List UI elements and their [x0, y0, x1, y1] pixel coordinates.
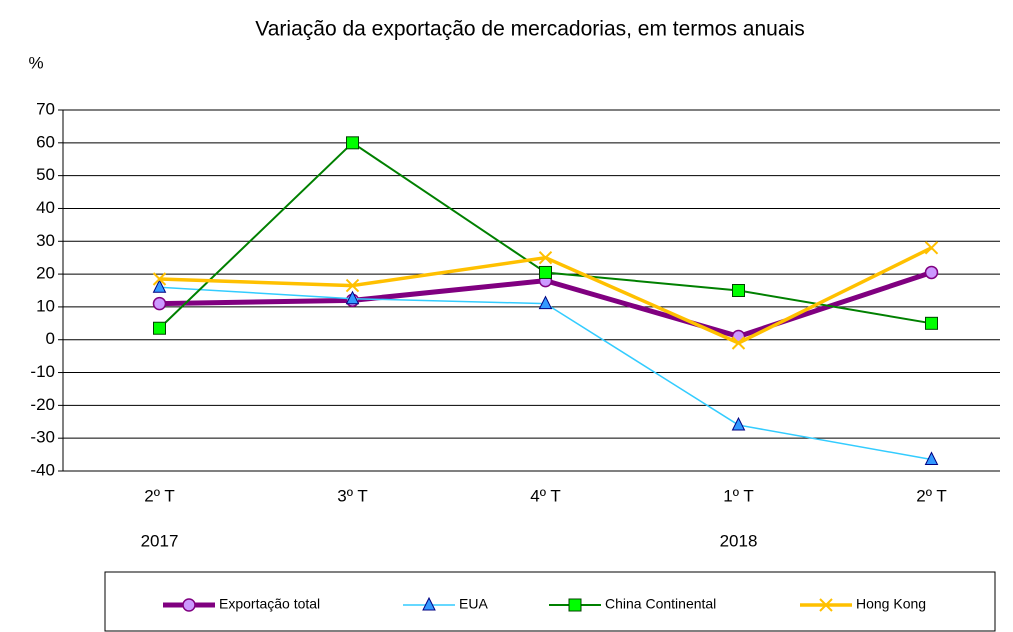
series-line — [159, 246, 933, 345]
legend-entry: Hong Kong — [800, 596, 926, 612]
year-label: 2018 — [720, 531, 758, 550]
marker — [182, 598, 196, 612]
legend-entry: EUA — [403, 596, 488, 612]
x-tick-label: 3º T — [337, 486, 367, 505]
marker — [538, 250, 553, 265]
marker — [732, 284, 745, 297]
marker — [153, 321, 166, 335]
legend-label: EUA — [459, 596, 488, 612]
marker — [538, 295, 553, 310]
y-tick-label: 70 — [36, 99, 55, 118]
legend-label: Hong Kong — [856, 596, 926, 612]
y-tick-label: 20 — [36, 264, 55, 283]
marker — [346, 136, 359, 150]
marker — [345, 290, 360, 305]
y-tick-label: -10 — [30, 362, 55, 381]
y-tick-label: 0 — [46, 329, 55, 348]
year-label: 2017 — [141, 531, 179, 550]
marker — [152, 296, 167, 311]
y-tick-label: -30 — [30, 428, 55, 447]
marker — [925, 316, 938, 330]
y-tick-label: -20 — [30, 395, 55, 414]
x-tick-label: 1º T — [723, 486, 753, 505]
y-tick-label: 10 — [36, 296, 55, 315]
marker — [819, 598, 833, 612]
marker — [731, 336, 746, 350]
marker — [539, 265, 552, 279]
y-tick-label: 50 — [36, 165, 55, 184]
legend-label: China Continental — [605, 596, 716, 612]
y-tick-label: 30 — [36, 231, 55, 250]
marker — [345, 278, 360, 293]
marker — [152, 272, 167, 286]
x-tick-label: 2º T — [144, 486, 174, 505]
legend-box — [104, 571, 996, 632]
marker — [422, 596, 436, 611]
legend-entry: Exportação total — [163, 596, 320, 612]
marker — [568, 598, 582, 612]
legend-label: Exportação total — [219, 596, 320, 612]
x-tick-label: 2º T — [916, 486, 946, 505]
x-tick-label: 4º T — [530, 486, 560, 505]
y-tick-label: 40 — [36, 198, 55, 217]
marker — [924, 265, 939, 280]
marker — [731, 416, 746, 431]
legend-entry: China Continental — [549, 596, 716, 612]
y-axis-label: % — [28, 53, 43, 72]
y-tick-label: 60 — [36, 132, 55, 151]
marker — [924, 241, 939, 255]
chart-title: Variação da exportação de mercadorias, e… — [255, 18, 804, 41]
marker — [152, 279, 167, 293]
y-tick-label: -40 — [30, 460, 55, 479]
marker — [924, 451, 939, 466]
